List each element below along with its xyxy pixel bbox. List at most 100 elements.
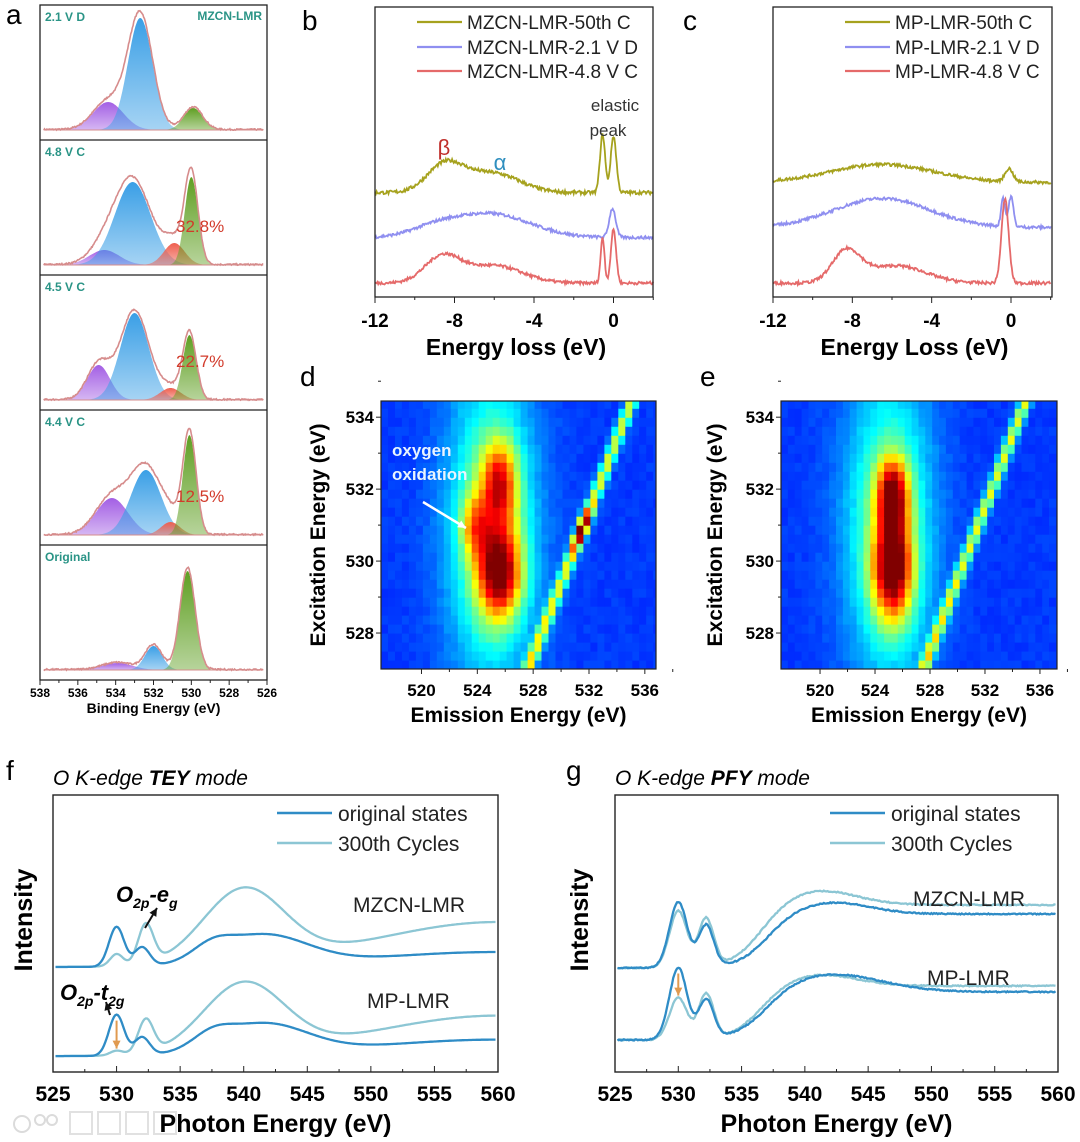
heatmap-cell bbox=[422, 651, 431, 661]
text-span: PFY bbox=[711, 767, 754, 790]
heatmap-cell bbox=[597, 579, 605, 589]
heatmap-cell bbox=[583, 534, 591, 544]
heatmap-cell bbox=[639, 480, 647, 490]
heatmap-cell bbox=[548, 615, 557, 625]
heatmap-cell bbox=[987, 507, 995, 517]
x-axis-title: Photon Energy (eV) bbox=[160, 1110, 392, 1138]
heatmap-cell bbox=[815, 498, 823, 508]
heatmap-cell bbox=[815, 462, 823, 472]
heatmap-cell bbox=[569, 507, 578, 517]
heatmap-cell bbox=[781, 471, 789, 481]
heatmap-cell bbox=[836, 516, 844, 526]
heatmap-cell bbox=[945, 408, 954, 418]
heatmap-cell bbox=[994, 570, 1002, 580]
heatmap-cell bbox=[569, 615, 578, 625]
heatmap-cell bbox=[388, 633, 396, 643]
heatmap-cell bbox=[870, 615, 878, 625]
heatmap-cell bbox=[1042, 579, 1050, 589]
heatmap-cell bbox=[471, 507, 480, 517]
heatmap-cell bbox=[808, 401, 816, 409]
heatmap-cell bbox=[436, 462, 445, 472]
heatmap-cell bbox=[492, 561, 501, 571]
heatmap-cell bbox=[618, 507, 626, 517]
heatmap-cell bbox=[464, 489, 473, 499]
heatmap-cell bbox=[863, 408, 871, 418]
heatmap-cell bbox=[653, 507, 656, 517]
heatmap-cell bbox=[1014, 417, 1023, 427]
heatmap-cell bbox=[618, 579, 626, 589]
heatmap-cell bbox=[856, 435, 865, 445]
heatmap-cell bbox=[478, 615, 487, 625]
heatmap-cell bbox=[1021, 624, 1029, 634]
heatmap-cell bbox=[492, 624, 501, 634]
heatmap-cell bbox=[897, 660, 906, 669]
heatmap-cell bbox=[787, 633, 796, 643]
heatmap-cell bbox=[534, 642, 543, 652]
heatmap-cell bbox=[632, 534, 640, 544]
legend-label: original states bbox=[891, 803, 1021, 826]
heatmap-cell bbox=[590, 453, 598, 463]
heatmap-cell bbox=[597, 489, 605, 499]
heatmap-cell bbox=[555, 444, 564, 454]
heatmap-cell bbox=[1007, 633, 1016, 643]
heatmap-cell bbox=[1042, 480, 1050, 490]
heatmap-cell bbox=[1049, 435, 1057, 445]
heatmap-cell bbox=[870, 401, 878, 409]
heatmap-cell bbox=[457, 408, 466, 418]
heatmap-cell bbox=[395, 561, 403, 571]
heatmap-cell bbox=[829, 606, 837, 616]
heatmap-cell bbox=[548, 543, 557, 553]
heatmap-cell bbox=[569, 435, 578, 445]
heatmap-cell bbox=[646, 525, 654, 535]
heatmap-cell bbox=[569, 489, 578, 499]
heatmap-cell bbox=[429, 480, 438, 490]
heatmap-cell bbox=[973, 480, 981, 490]
heatmap-cell bbox=[492, 401, 501, 409]
heatmap-cell bbox=[597, 507, 605, 517]
heatmap-cell bbox=[897, 543, 906, 553]
heatmap-cell bbox=[415, 561, 424, 571]
heatmap-cell bbox=[422, 588, 431, 598]
heatmap-cell bbox=[646, 401, 654, 409]
heatmap-cell bbox=[987, 588, 995, 598]
heatmap-cell bbox=[618, 462, 626, 472]
heatmap-cell bbox=[381, 444, 389, 454]
heatmap-cell bbox=[576, 588, 584, 598]
heatmap-cell bbox=[492, 525, 501, 535]
heatmap-cell bbox=[408, 642, 417, 652]
heatmap-cell bbox=[527, 534, 536, 544]
heatmap-cell bbox=[534, 534, 543, 544]
heatmap-cell bbox=[534, 579, 543, 589]
heatmap-cell bbox=[639, 642, 647, 652]
heatmap-cell bbox=[478, 597, 487, 607]
heatmap-cell bbox=[1042, 462, 1050, 472]
x-tick-label: 525 bbox=[35, 1083, 70, 1106]
heatmap-cell bbox=[485, 561, 494, 571]
heatmap-cell bbox=[1021, 552, 1029, 562]
heatmap-cell bbox=[877, 651, 885, 661]
heatmap-cell bbox=[499, 516, 508, 526]
heatmap-cell bbox=[457, 660, 466, 669]
heatmap-cell bbox=[429, 660, 438, 669]
heatmap-cell bbox=[464, 444, 473, 454]
heatmap-cell bbox=[604, 570, 612, 580]
heatmap-cell bbox=[443, 588, 452, 598]
heatmap-cell bbox=[520, 588, 529, 598]
heatmap-cell bbox=[443, 444, 452, 454]
heatmap-cell bbox=[911, 561, 920, 571]
heatmap-cell bbox=[555, 633, 564, 643]
heatmap-cell bbox=[576, 489, 584, 499]
heatmap-cell bbox=[381, 642, 389, 652]
heatmap-cell bbox=[822, 660, 830, 669]
heatmap-cell bbox=[1000, 561, 1009, 571]
heatmap-cell bbox=[781, 543, 789, 553]
heatmap-cell bbox=[863, 534, 871, 544]
heatmap-cell bbox=[415, 615, 424, 625]
heatmap-cell bbox=[987, 471, 995, 481]
heatmap-cell bbox=[918, 417, 926, 427]
heatmap-cell bbox=[464, 401, 473, 409]
heatmap-cell bbox=[1014, 408, 1023, 418]
heatmap-cell bbox=[959, 606, 968, 616]
heatmap-cell bbox=[653, 498, 656, 508]
heatmap-cell bbox=[842, 489, 851, 499]
